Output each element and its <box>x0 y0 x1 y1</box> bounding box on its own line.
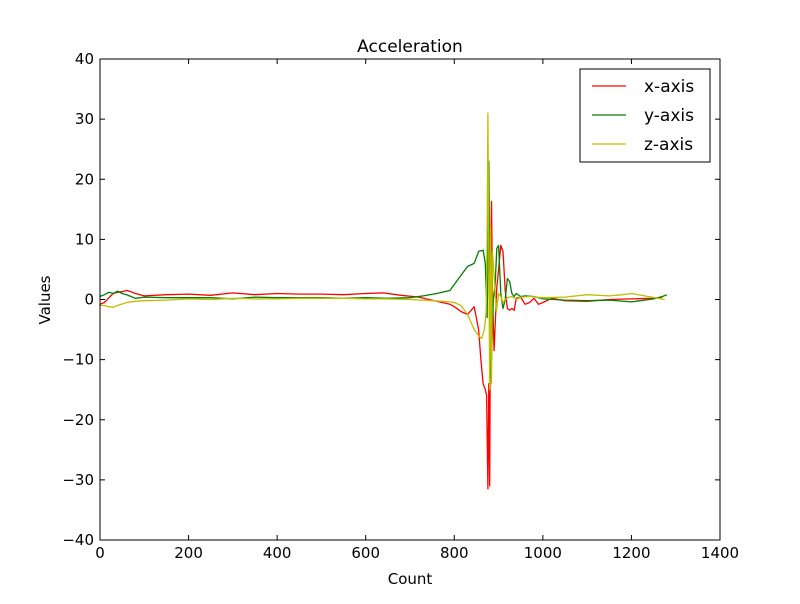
x-tick-label: 800 <box>440 544 469 562</box>
y-tick-label: 30 <box>75 110 94 128</box>
legend-label: z-axis <box>644 135 693 155</box>
y-tick-label: 20 <box>75 170 94 188</box>
y-tick-label: −40 <box>62 531 94 549</box>
y-axis-label: Values <box>36 275 54 324</box>
x-tick-label: 0 <box>95 544 105 562</box>
y-tick-label: 40 <box>75 50 94 68</box>
plot-frame <box>99 58 721 541</box>
series-line-y-axis <box>100 160 668 379</box>
x-tick-label: 600 <box>351 544 380 562</box>
series-line-x-axis <box>100 200 663 490</box>
series-line-z-axis <box>100 112 665 391</box>
y-tick-label: 10 <box>75 230 94 248</box>
x-tick-label: 1000 <box>524 544 562 562</box>
axis-ticks: 0 200 400 600 800 1000 1200 1400 −40 −30 −20 −10 0 10… <box>62 50 739 562</box>
legend: x-axis y-axis z-axis <box>579 68 711 163</box>
plot-area <box>99 58 721 541</box>
chart-title: Acceleration <box>357 37 463 57</box>
y-tick-label: −30 <box>62 471 94 489</box>
x-axis-label: Count <box>388 570 433 588</box>
y-tick-label: 0 <box>84 291 94 309</box>
y-tick-label: −10 <box>62 351 94 369</box>
x-tick-label: 1400 <box>701 544 739 562</box>
x-tick-label: 200 <box>174 544 203 562</box>
legend-label: y-axis <box>644 106 694 126</box>
legend-label: x-axis <box>644 77 694 97</box>
x-tick-label: 400 <box>263 544 292 562</box>
y-tick-label: −20 <box>62 411 94 429</box>
x-tick-label: 1200 <box>612 544 650 562</box>
series-group <box>100 112 668 490</box>
